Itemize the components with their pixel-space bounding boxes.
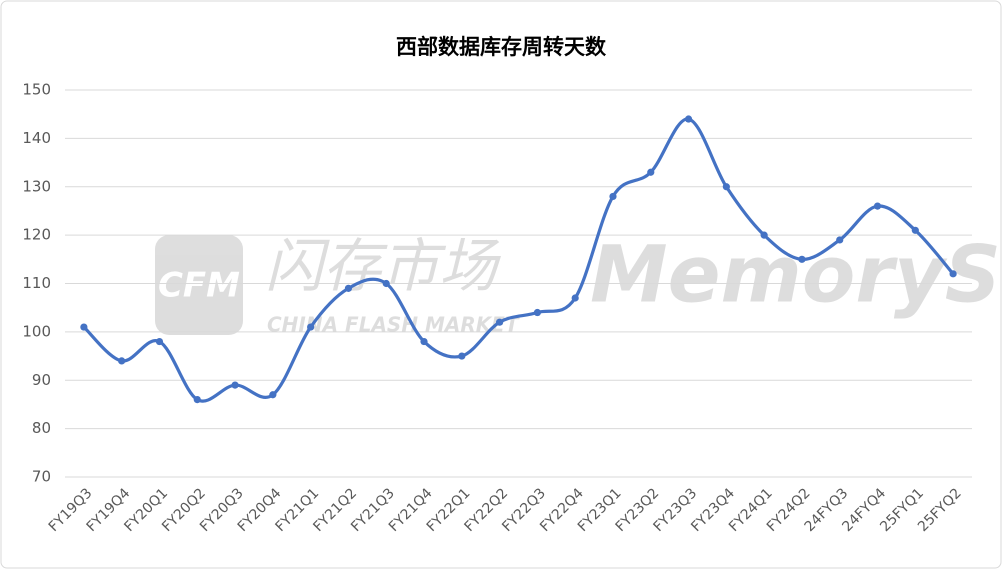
marker [458, 352, 466, 360]
marker [269, 391, 277, 399]
marker [307, 323, 315, 331]
y-tick-label: 140 [22, 129, 51, 147]
marker [118, 357, 126, 365]
marker [80, 323, 88, 331]
y-tick-label: 80 [32, 419, 51, 437]
watermark-text: 闪存市场 [265, 232, 502, 300]
watermark-logo [155, 235, 243, 335]
marker [344, 284, 353, 292]
watermark-text: CHINA FLASH MARKET [267, 313, 520, 337]
marker [609, 192, 617, 201]
marker [911, 226, 919, 234]
marker [798, 255, 806, 263]
marker [420, 337, 428, 346]
y-tick-label: 110 [22, 274, 51, 292]
marker [949, 270, 957, 278]
marker [722, 183, 730, 191]
y-tick-label: 150 [22, 81, 51, 99]
marker [533, 308, 541, 317]
y-tick-label: 90 [32, 371, 51, 389]
y-tick-label: 120 [22, 226, 51, 244]
marker [231, 381, 239, 389]
marker [382, 279, 390, 288]
y-tick-label: 70 [32, 468, 51, 486]
y-tick-label: 100 [22, 322, 51, 340]
chart-title: 西部数据库存周转天数 [396, 35, 607, 59]
marker [193, 396, 201, 404]
y-tick-label: 130 [22, 177, 51, 195]
marker [836, 236, 844, 244]
marker [571, 294, 579, 302]
marker [155, 337, 164, 346]
marker [496, 318, 504, 326]
marker [684, 115, 693, 123]
marker [760, 231, 768, 239]
marker [647, 168, 655, 176]
watermark-text: CFM [158, 266, 240, 306]
marker [873, 202, 882, 210]
watermark-text: MemoryS [590, 230, 1001, 320]
